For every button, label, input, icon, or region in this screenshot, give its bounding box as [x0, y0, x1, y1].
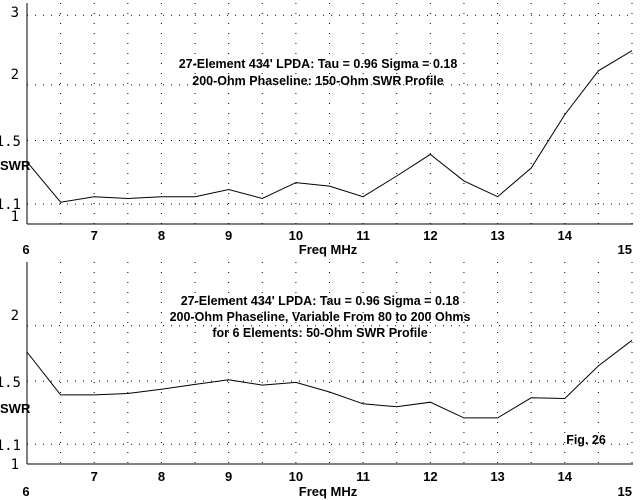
x-tick-label: 13: [490, 228, 504, 243]
chart-title-line: 27-Element 434' LPDA: Tau = 0.96 Sigma =…: [181, 294, 460, 308]
y-axis-label: SWR: [0, 158, 31, 173]
chart-title-line: for 6 Elements: 50-Ohm SWR Profile: [212, 326, 427, 340]
swr-series-line: [26, 339, 633, 419]
y-tick-label: 2: [11, 67, 19, 83]
x-tick-label: 8: [158, 469, 165, 484]
figure-label: Fig. 26: [566, 433, 606, 447]
x-tick-label: 15: [618, 484, 632, 499]
chart-panel-2: 6 7 8 9 10 11 12 13 14 15 Freq MHz 1 1.1 1.5 2 SWR 27-El…: [0, 262, 633, 499]
chart-title-line: 200-Ohm Phaseline, Variable From 80 to 2…: [170, 310, 471, 324]
x-tick-label: 12: [423, 228, 437, 243]
x-tick-label: 9: [225, 228, 232, 243]
y-axis-label: SWR: [0, 401, 31, 416]
y-tick-label: 1.1: [0, 438, 21, 454]
swr-series-line: [26, 50, 633, 203]
x-axis-label: Freq MHz: [299, 484, 358, 499]
y-tick-label: 1: [11, 209, 19, 225]
y-tick-label: 2: [11, 308, 19, 324]
y-tick-label: 3: [11, 5, 19, 21]
x-tick-label: 15: [618, 242, 632, 257]
x-tick-label: 10: [289, 469, 303, 484]
x-tick-label: 6: [22, 484, 29, 499]
chart-title-line: 200-Ohm Phaseline: 150-Ohm SWR Profile: [192, 74, 444, 88]
x-tick-label: 14: [558, 469, 573, 484]
x-tick-label: 10: [289, 228, 303, 243]
x-tick-label: 7: [91, 469, 98, 484]
x-tick-label: 13: [490, 469, 504, 484]
x-tick-label: 14: [558, 228, 573, 243]
x-tick-label: 8: [158, 228, 165, 243]
chart-panel-1: 6 7 8 9 10 11 12 13 14 15 Freq MHz 11.1 1.5 2 3 SWR 27-E…: [0, 3, 633, 257]
y-tick-label: 1.5: [0, 375, 21, 391]
y-tick-label: 1.1: [0, 197, 21, 213]
y-tick-label: 1.5: [0, 134, 21, 150]
x-tick-label: 6: [22, 242, 29, 257]
x-tick-label: 12: [423, 469, 437, 484]
y-tick-label: 1: [11, 457, 19, 473]
x-tick-label: 11: [356, 228, 370, 243]
x-tick-label: 11: [356, 469, 370, 484]
x-tick-label: 7: [91, 228, 98, 243]
x-tick-label: 9: [225, 469, 232, 484]
chart-title-line: 27-Element 434' LPDA: Tau = 0.96 Sigma =…: [179, 57, 458, 71]
x-axis-label: Freq MHz: [299, 242, 358, 257]
